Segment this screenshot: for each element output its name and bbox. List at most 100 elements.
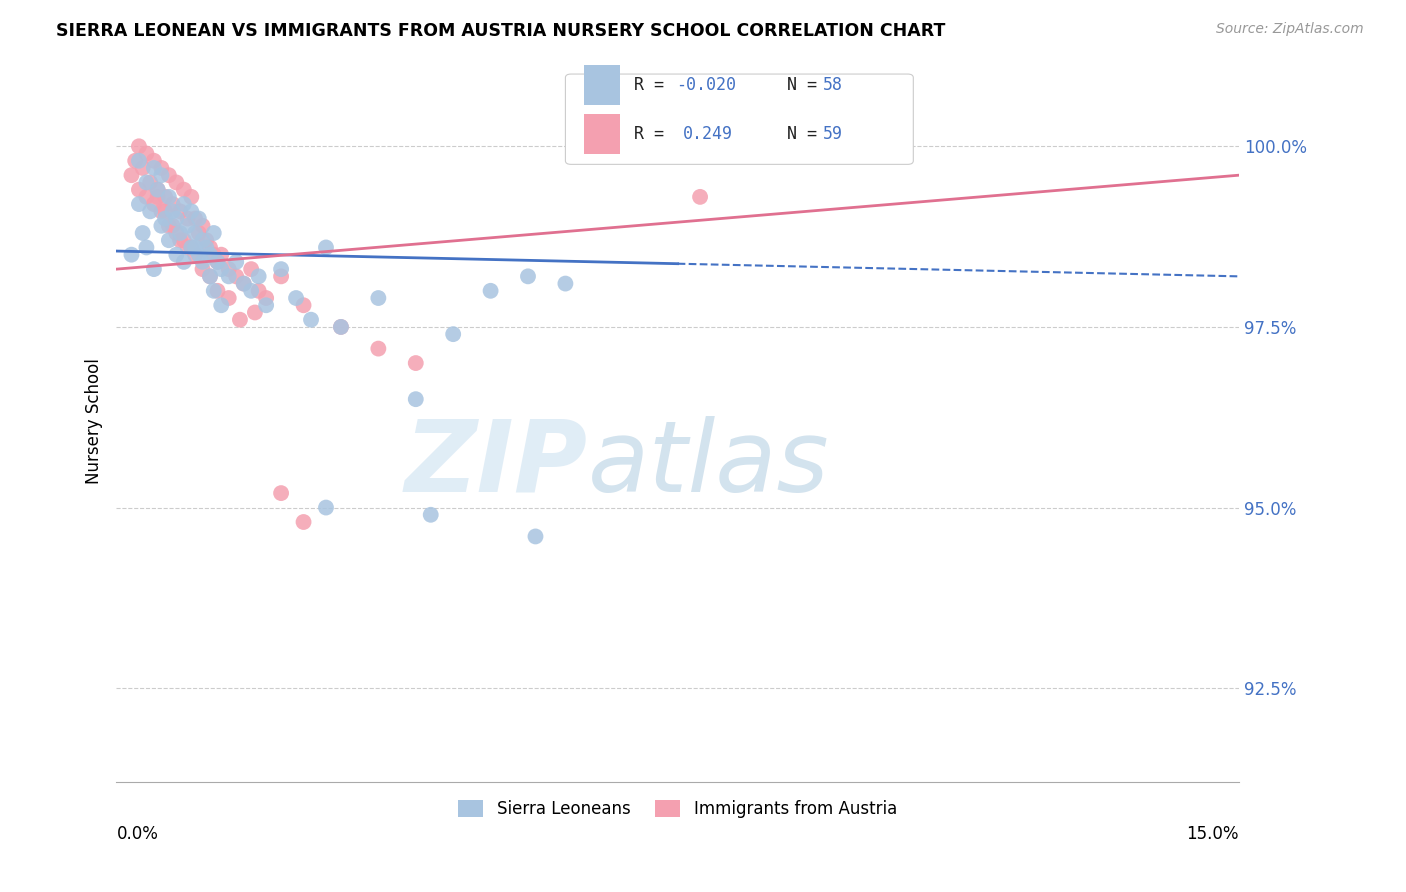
Text: 0.249: 0.249: [683, 125, 734, 143]
Point: [128, 153, 150, 168]
Point: [169, 226, 191, 240]
Point: [367, 291, 389, 305]
Point: [176, 211, 198, 226]
Point: [162, 219, 184, 233]
Point: [232, 277, 254, 291]
Point: [139, 176, 162, 190]
Point: [232, 277, 254, 291]
Point: [184, 240, 207, 254]
Point: [180, 240, 202, 254]
Point: [142, 153, 165, 168]
Point: [270, 262, 292, 277]
Point: [218, 269, 240, 284]
FancyBboxPatch shape: [585, 114, 620, 153]
Point: [191, 233, 214, 247]
Point: [405, 392, 427, 407]
Point: [173, 197, 195, 211]
Point: [176, 240, 198, 254]
Point: [225, 269, 247, 284]
Text: SIERRA LEONEAN VS IMMIGRANTS FROM AUSTRIA NURSERY SCHOOL CORRELATION CHART: SIERRA LEONEAN VS IMMIGRANTS FROM AUSTRI…: [56, 22, 946, 40]
Point: [169, 204, 191, 219]
Point: [162, 204, 184, 219]
Point: [247, 284, 270, 298]
Point: [128, 197, 150, 211]
Text: N =: N =: [758, 76, 827, 95]
Point: [270, 486, 292, 500]
Point: [229, 312, 252, 326]
Text: 58: 58: [823, 76, 842, 95]
Point: [176, 219, 198, 233]
Point: [209, 248, 232, 262]
Point: [270, 269, 292, 284]
Point: [153, 211, 176, 226]
Point: [198, 269, 221, 284]
Point: [165, 226, 187, 240]
Point: [315, 500, 337, 515]
Point: [135, 240, 157, 254]
Point: [187, 226, 209, 240]
Point: [209, 298, 232, 312]
Point: [554, 277, 576, 291]
Point: [128, 183, 150, 197]
Point: [150, 219, 173, 233]
Point: [207, 284, 229, 298]
Point: [191, 262, 214, 277]
Point: [120, 168, 142, 182]
Point: [165, 211, 187, 226]
Point: [187, 248, 209, 262]
Point: [157, 233, 180, 247]
Point: [165, 248, 187, 262]
Point: [157, 219, 180, 233]
Point: [247, 269, 270, 284]
Text: R =: R =: [634, 125, 683, 143]
Point: [169, 233, 191, 247]
Point: [254, 298, 277, 312]
Point: [689, 190, 711, 204]
Text: 0.0%: 0.0%: [117, 825, 159, 844]
FancyBboxPatch shape: [565, 74, 914, 164]
Point: [173, 183, 195, 197]
Point: [195, 240, 218, 254]
Point: [180, 204, 202, 219]
Point: [202, 284, 225, 298]
Text: R =: R =: [634, 76, 673, 95]
Point: [150, 161, 173, 175]
Point: [218, 291, 240, 305]
Point: [191, 255, 214, 269]
Point: [254, 291, 277, 305]
Point: [292, 298, 315, 312]
Point: [315, 240, 337, 254]
Point: [150, 168, 173, 182]
Point: [191, 219, 214, 233]
Y-axis label: Nursery School: Nursery School: [86, 358, 103, 483]
Point: [162, 197, 184, 211]
Point: [202, 226, 225, 240]
Text: Source: ZipAtlas.com: Source: ZipAtlas.com: [1216, 22, 1364, 37]
Point: [207, 255, 229, 269]
Point: [157, 190, 180, 204]
Point: [131, 226, 153, 240]
Text: 15.0%: 15.0%: [1187, 825, 1239, 844]
Point: [243, 305, 266, 319]
Point: [139, 204, 162, 219]
Point: [198, 240, 221, 254]
Point: [329, 320, 352, 334]
Point: [146, 183, 169, 197]
Point: [128, 139, 150, 153]
Point: [225, 255, 247, 269]
Point: [184, 211, 207, 226]
Point: [150, 204, 173, 219]
FancyBboxPatch shape: [585, 65, 620, 105]
Point: [135, 176, 157, 190]
Point: [135, 146, 157, 161]
Point: [240, 262, 263, 277]
Text: ZIP: ZIP: [405, 416, 588, 513]
Point: [198, 269, 221, 284]
Point: [173, 255, 195, 269]
Point: [207, 255, 229, 269]
Point: [180, 240, 202, 254]
Point: [218, 262, 240, 277]
Point: [135, 190, 157, 204]
Point: [292, 515, 315, 529]
Point: [131, 161, 153, 175]
